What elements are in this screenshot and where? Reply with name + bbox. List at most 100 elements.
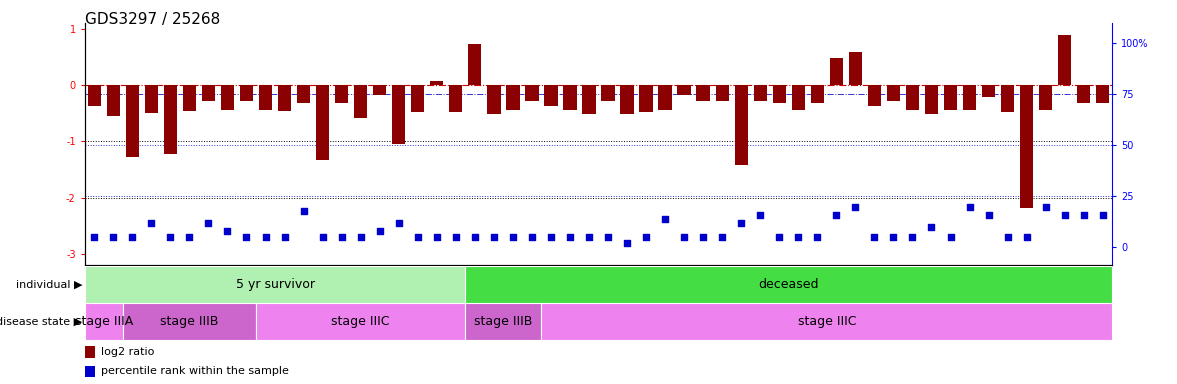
Point (294, 208, 313, 214)
Bar (601, 85, 614, 101)
Point (979, 212, 998, 218)
Point (1075, 212, 1093, 218)
Point (789, 234, 807, 240)
Point (579, 234, 598, 240)
Point (390, 220, 408, 226)
Point (408, 234, 427, 240)
Point (903, 234, 922, 240)
Bar (849, 52, 862, 85)
Point (371, 228, 390, 234)
Bar (465, 266, 1112, 303)
Text: 5 yr survivor: 5 yr survivor (235, 278, 314, 291)
Bar (1020, 85, 1033, 208)
Bar (678, 85, 691, 95)
Bar (620, 85, 633, 114)
Point (713, 234, 732, 240)
Point (161, 234, 180, 240)
Point (1036, 204, 1055, 210)
Bar (867, 85, 882, 106)
Text: stage IIIB: stage IIIB (474, 315, 532, 328)
Bar (1096, 85, 1110, 103)
Bar (354, 85, 367, 118)
Point (523, 234, 541, 240)
Bar (278, 85, 291, 111)
Bar (240, 85, 253, 101)
Text: disease state ▶: disease state ▶ (0, 316, 82, 327)
Point (180, 234, 199, 240)
Bar (126, 85, 139, 157)
Point (807, 234, 826, 240)
Bar (392, 85, 405, 144)
Text: deceased: deceased (758, 278, 819, 291)
Point (865, 234, 884, 240)
Bar (201, 85, 215, 101)
Bar (315, 85, 330, 160)
Bar (221, 85, 234, 110)
Bar (85, 366, 95, 377)
Bar (335, 85, 348, 103)
Point (1017, 234, 1036, 240)
Bar (85, 346, 95, 358)
Point (313, 234, 332, 240)
Point (693, 234, 712, 240)
Bar (164, 85, 177, 154)
Bar (906, 85, 919, 110)
Point (142, 220, 161, 226)
Bar (1039, 85, 1052, 110)
Text: stage IIIB: stage IIIB (160, 315, 219, 328)
Text: log2 ratio: log2 ratio (101, 347, 154, 357)
Bar (1000, 85, 1015, 112)
Point (618, 240, 637, 247)
Text: GDS3297 / 25268: GDS3297 / 25268 (85, 12, 220, 26)
Text: individual ▶: individual ▶ (16, 279, 82, 290)
Bar (297, 85, 311, 103)
Bar (544, 85, 558, 106)
Bar (541, 303, 1112, 340)
Bar (525, 85, 539, 101)
Point (637, 234, 656, 240)
Bar (697, 85, 710, 101)
Point (427, 234, 446, 240)
Bar (963, 85, 976, 110)
Bar (468, 45, 481, 85)
Bar (886, 85, 900, 101)
Bar (506, 85, 519, 110)
Point (922, 224, 940, 230)
Bar (85, 303, 122, 340)
Bar (583, 85, 596, 114)
Point (884, 234, 903, 240)
Bar (982, 85, 996, 98)
Point (237, 234, 255, 240)
Text: percentile rank within the sample: percentile rank within the sample (101, 366, 290, 376)
Bar (145, 85, 158, 113)
Bar (564, 85, 577, 110)
Bar (411, 85, 425, 112)
Point (351, 234, 370, 240)
Point (674, 234, 693, 240)
Point (846, 204, 865, 210)
Bar (925, 85, 938, 114)
Bar (639, 85, 653, 112)
Bar (430, 81, 444, 85)
Bar (753, 85, 767, 101)
Bar (373, 85, 386, 95)
Point (104, 234, 122, 240)
Bar (465, 303, 541, 340)
Point (827, 212, 846, 218)
Text: stage IIIA: stage IIIA (74, 315, 133, 328)
Point (1093, 212, 1112, 218)
Bar (944, 85, 957, 110)
Point (504, 234, 523, 240)
Point (942, 234, 960, 240)
Text: stage IIIC: stage IIIC (332, 315, 390, 328)
Point (560, 234, 579, 240)
Bar (87, 85, 101, 106)
Bar (107, 85, 120, 116)
Point (122, 234, 141, 240)
Bar (85, 266, 465, 303)
Point (218, 228, 237, 234)
Point (599, 234, 618, 240)
Point (656, 216, 674, 222)
Bar (830, 58, 843, 85)
Point (257, 234, 275, 240)
